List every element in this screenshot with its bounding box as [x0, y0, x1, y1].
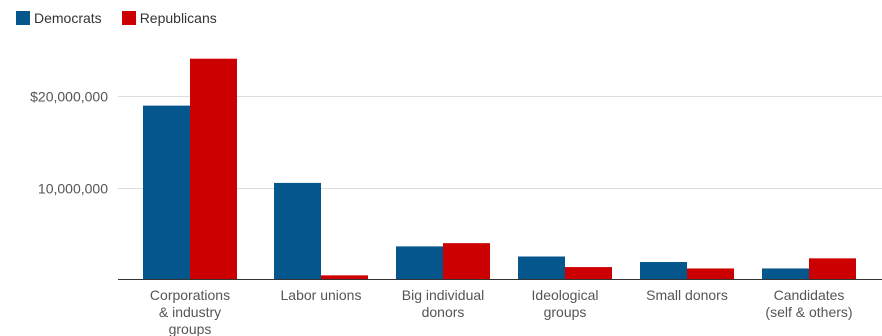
category-label-line: groups — [169, 321, 212, 336]
category-label-4: Small donors — [646, 287, 728, 303]
category-label-line: donors — [422, 304, 465, 320]
category-label-0: Corporations & industry groups — [150, 287, 230, 336]
bar-democrats-1 — [274, 182, 321, 280]
bar-democrats-2 — [396, 246, 443, 280]
legend-label-republicans: Republicans — [139, 10, 217, 26]
y-tick-label-1: $20,000,000 — [30, 89, 108, 105]
bar-democrats-4 — [640, 262, 687, 280]
category-label-5: Candidates (self & others) — [765, 287, 852, 320]
category-label-line: & industry — [159, 304, 221, 320]
legend-swatch-republicans — [121, 11, 136, 25]
bar-republicans-5 — [809, 258, 856, 280]
category-label-line: groups — [544, 304, 587, 320]
bar-republicans-1 — [321, 275, 368, 280]
bar-republicans-2 — [443, 243, 490, 280]
category-label-line: (self & others) — [765, 304, 852, 320]
legend-item-republicans: Republicans — [121, 10, 217, 26]
legend-label-democrats: Democrats — [34, 10, 102, 26]
legend: Democrats Republicans — [16, 10, 237, 26]
category-label-line: Candidates — [774, 287, 845, 303]
bar-republicans-3 — [565, 267, 612, 280]
category-label-line: Ideological — [532, 287, 599, 303]
y-tick-label-0: 10,000,000 — [38, 181, 108, 197]
category-label-2: Big individual donors — [402, 287, 485, 320]
legend-item-democrats: Democrats — [16, 10, 102, 26]
category-label-1: Labor unions — [281, 287, 362, 303]
bar-republicans-4 — [687, 268, 734, 280]
bar-republicans-0 — [190, 58, 237, 280]
legend-swatch-democrats — [16, 11, 30, 25]
bar-democrats-5 — [762, 268, 809, 280]
category-label-line: Big individual — [402, 287, 485, 303]
category-label-3: Ideological groups — [532, 287, 599, 320]
category-label-line: Corporations — [150, 287, 230, 303]
bar-democrats-0 — [143, 105, 190, 280]
category-label-line: Small donors — [646, 287, 728, 303]
category-label-line: Labor unions — [281, 287, 362, 303]
bar-democrats-3 — [518, 256, 565, 280]
